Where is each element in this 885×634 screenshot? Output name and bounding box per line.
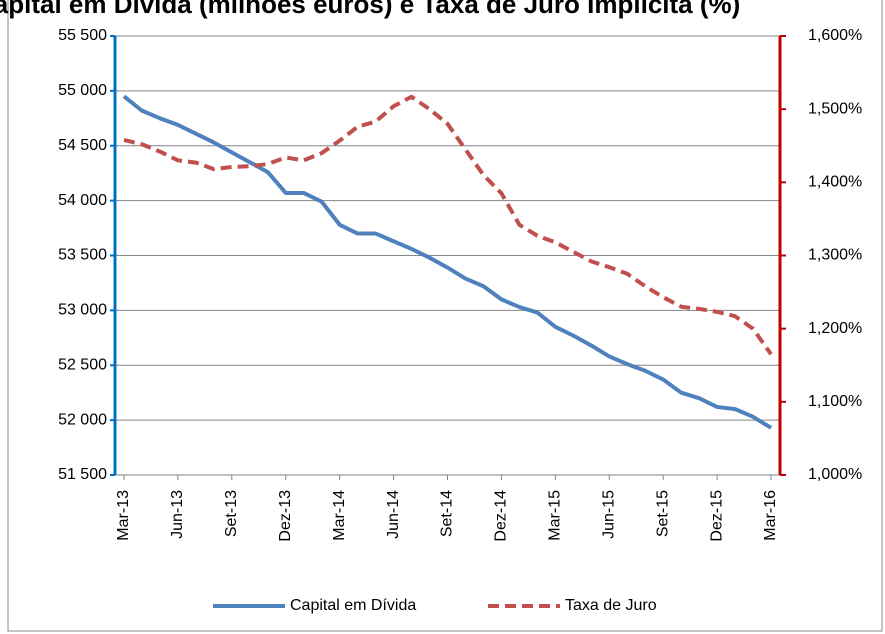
y-tick-label: 55 500 [58,27,107,44]
y-tick-label: 51 500 [58,466,107,483]
x-tick-label: Jun-13 [169,490,186,539]
legend-label: Taxa de Juro [565,597,657,614]
legend-label: Capital em Dívida [290,597,416,614]
x-tick-label: Jun-14 [385,490,402,539]
y2-tick-label: 1,000% [808,466,862,483]
series-line [122,94,773,430]
x-tick-label: Jun-15 [600,490,617,539]
series-line [123,94,773,356]
y-tick-label: 55 000 [58,82,107,99]
y2-tick-label: 1,100% [808,393,862,410]
x-tick-label: Dez-13 [277,490,294,542]
x-tick-label: Mar-14 [331,490,348,541]
y2-tick-label: 1,400% [808,174,862,191]
y-tick-label: 53 000 [58,302,107,319]
x-tick-label: Set-15 [654,490,671,537]
y-tick-label: 53 500 [58,247,107,264]
x-tick-label: Dez-14 [493,490,510,542]
y2-tick-label: 1,600% [808,27,862,44]
y2-tick-label: 1,300% [808,247,862,264]
x-tick-label: Set-13 [223,490,240,537]
y-tick-label: 54 500 [58,137,107,154]
x-tick-label: Dez-15 [708,490,725,542]
x-tick-label: Mar-13 [115,490,132,541]
y-tick-label: 52 000 [58,411,107,428]
y2-tick-label: 1,500% [808,100,862,117]
x-tick-label: Mar-16 [762,490,779,541]
x-tick-label: Set-14 [439,490,456,537]
y-tick-label: 52 500 [58,356,107,373]
chart-title: Capital em Dívida (milhões euros) e Taxa… [0,0,740,19]
y2-tick-label: 1,200% [808,320,862,337]
y-tick-label: 54 000 [58,192,107,209]
x-tick-label: Mar-15 [547,490,564,541]
